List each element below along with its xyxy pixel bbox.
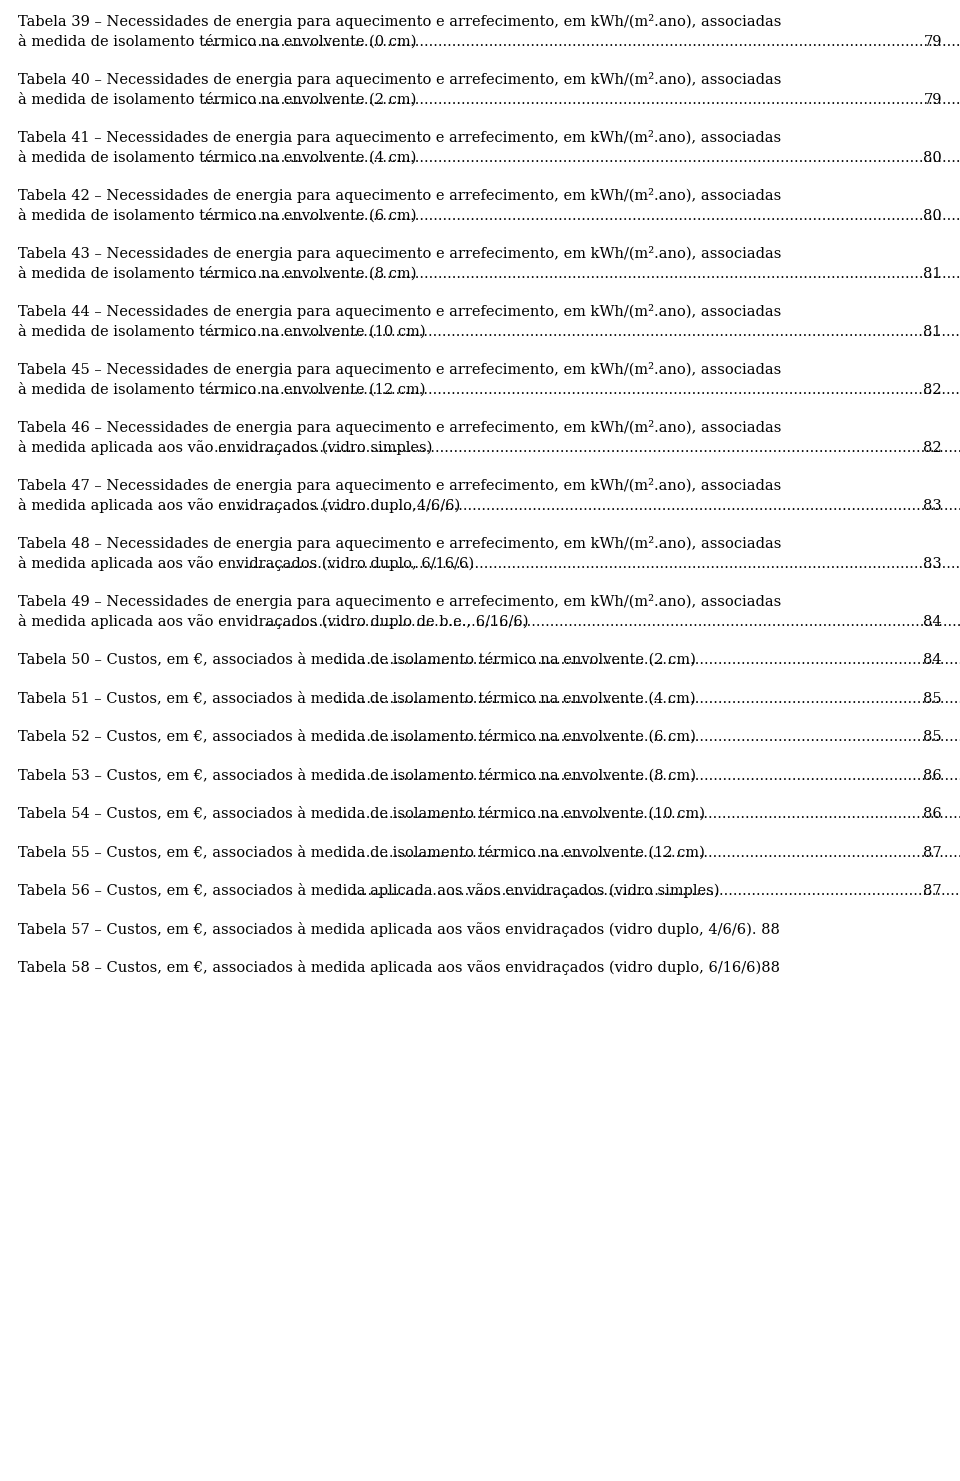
Text: ................................................................................: ........................................… — [335, 692, 960, 705]
Text: ................................................................................: ........................................… — [203, 92, 960, 107]
Text: 81: 81 — [924, 324, 942, 339]
Text: 85: 85 — [924, 730, 942, 743]
Text: Tabela 43 – Necessidades de energia para aquecimento e arrefecimento, em kWh/(m²: Tabela 43 – Necessidades de energia para… — [18, 246, 781, 261]
Text: 86: 86 — [924, 769, 942, 782]
Text: à medida de isolamento térmico na envolvente (10 cm): à medida de isolamento térmico na envolv… — [18, 324, 425, 339]
Text: Tabela 40 – Necessidades de energia para aquecimento e arrefecimento, em kWh/(m²: Tabela 40 – Necessidades de energia para… — [18, 73, 781, 87]
Text: 86: 86 — [924, 807, 942, 820]
Text: ................................................................................: ........................................… — [335, 769, 960, 782]
Text: 83: 83 — [924, 499, 942, 512]
Text: Tabela 58 – Custos, em €, associados à medida aplicada aos vãos envidraçados (vi: Tabela 58 – Custos, em €, associados à m… — [18, 960, 780, 974]
Text: 84: 84 — [924, 615, 942, 628]
Text: ................................................................................: ........................................… — [335, 653, 960, 666]
Text: Tabela 57 – Custos, em €, associados à medida aplicada aos vãos envidraçados (vi: Tabela 57 – Custos, em €, associados à m… — [18, 921, 780, 936]
Text: 80: 80 — [924, 151, 942, 164]
Text: 84: 84 — [924, 653, 942, 666]
Text: ................................................................................: ........................................… — [213, 440, 960, 455]
Text: Tabela 47 – Necessidades de energia para aquecimento e arrefecimento, em kWh/(m²: Tabela 47 – Necessidades de energia para… — [18, 478, 781, 493]
Text: Tabela 39 – Necessidades de energia para aquecimento e arrefecimento, em kWh/(m²: Tabela 39 – Necessidades de energia para… — [18, 13, 781, 30]
Text: à medida de isolamento térmico na envolvente (6 cm): à medida de isolamento térmico na envolv… — [18, 209, 417, 222]
Text: 82: 82 — [924, 382, 942, 397]
Text: à medida de isolamento térmico na envolvente (12 cm): à medida de isolamento térmico na envolv… — [18, 382, 425, 397]
Text: à medida de isolamento térmico na envolvente (4 cm): à medida de isolamento térmico na envolv… — [18, 150, 417, 164]
Text: ................................................................................: ........................................… — [263, 615, 960, 628]
Text: à medida aplicada aos vão envidraçados (vidro duplo,4/6/6): à medida aplicada aos vão envidraçados (… — [18, 498, 460, 512]
Text: Tabela 48 – Necessidades de energia para aquecimento e arrefecimento, em kWh/(m²: Tabela 48 – Necessidades de energia para… — [18, 536, 781, 551]
Text: ................................................................................: ........................................… — [228, 499, 960, 512]
Text: Tabela 52 – Custos, em €, associados à medida de isolamento térmico na envolvent: Tabela 52 – Custos, em €, associados à m… — [18, 730, 696, 743]
Text: à medida de isolamento térmico na envolvente (8 cm): à medida de isolamento térmico na envolv… — [18, 267, 417, 280]
Text: ................................................................................: ........................................… — [206, 382, 960, 397]
Text: ................................................................................: ........................................… — [206, 324, 960, 339]
Text: ................................................................................: ........................................… — [203, 267, 960, 280]
Text: ................................................................................: ........................................… — [349, 884, 960, 897]
Text: 79: 79 — [924, 92, 942, 107]
Text: Tabela 46 – Necessidades de energia para aquecimento e arrefecimento, em kWh/(m²: Tabela 46 – Necessidades de energia para… — [18, 421, 781, 435]
Text: Tabela 56 – Custos, em €, associados à medida aplicada aos vãos envidraçados (vi: Tabela 56 – Custos, em €, associados à m… — [18, 883, 719, 897]
Text: 82: 82 — [924, 440, 942, 455]
Text: à medida aplicada aos vão envidraçados (vidro duplo, 6/16/6): à medida aplicada aos vão envidraçados (… — [18, 555, 474, 570]
Text: ................................................................................: ........................................… — [339, 846, 960, 859]
Text: Tabela 51 – Custos, em €, associados à medida de isolamento térmico na envolvent: Tabela 51 – Custos, em €, associados à m… — [18, 692, 696, 705]
Text: Tabela 55 – Custos, em €, associados à medida de isolamento térmico na envolvent: Tabela 55 – Custos, em €, associados à m… — [18, 846, 705, 859]
Text: ................................................................................: ........................................… — [203, 209, 960, 222]
Text: à medida aplicada aos vão envidraçados (vidro duplo de b.e., 6/16/6): à medida aplicada aos vão envidraçados (… — [18, 613, 529, 628]
Text: à medida de isolamento térmico na envolvente (2 cm): à medida de isolamento térmico na envolv… — [18, 92, 417, 107]
Text: 87: 87 — [924, 884, 942, 897]
Text: à medida aplicada aos vão envidraçados (vidro simples): à medida aplicada aos vão envidraçados (… — [18, 440, 432, 455]
Text: Tabela 44 – Necessidades de energia para aquecimento e arrefecimento, em kWh/(m²: Tabela 44 – Necessidades de energia para… — [18, 304, 781, 318]
Text: Tabela 41 – Necessidades de energia para aquecimento e arrefecimento, em kWh/(m²: Tabela 41 – Necessidades de energia para… — [18, 130, 781, 145]
Text: ................................................................................: ........................................… — [203, 34, 960, 49]
Text: 79: 79 — [924, 34, 942, 49]
Text: Tabela 53 – Custos, em €, associados à medida de isolamento térmico na envolvent: Tabela 53 – Custos, em €, associados à m… — [18, 769, 696, 782]
Text: Tabela 49 – Necessidades de energia para aquecimento e arrefecimento, em kWh/(m²: Tabela 49 – Necessidades de energia para… — [18, 594, 781, 609]
Text: Tabela 50 – Custos, em €, associados à medida de isolamento térmico na envolvent: Tabela 50 – Custos, em €, associados à m… — [18, 653, 696, 666]
Text: ................................................................................: ........................................… — [339, 807, 960, 820]
Text: Tabela 42 – Necessidades de energia para aquecimento e arrefecimento, em kWh/(m²: Tabela 42 – Necessidades de energia para… — [18, 188, 781, 203]
Text: 87: 87 — [924, 846, 942, 859]
Text: à medida de isolamento térmico na envolvente (0 cm): à medida de isolamento térmico na envolv… — [18, 34, 417, 49]
Text: 85: 85 — [924, 692, 942, 705]
Text: 83: 83 — [924, 557, 942, 570]
Text: Tabela 45 – Necessidades de energia para aquecimento e arrefecimento, em kWh/(m²: Tabela 45 – Necessidades de energia para… — [18, 361, 781, 378]
Text: ................................................................................: ........................................… — [235, 557, 960, 570]
Text: 80: 80 — [924, 209, 942, 222]
Text: ................................................................................: ........................................… — [335, 730, 960, 743]
Text: 81: 81 — [924, 267, 942, 280]
Text: ................................................................................: ........................................… — [203, 151, 960, 164]
Text: Tabela 54 – Custos, em €, associados à medida de isolamento térmico na envolvent: Tabela 54 – Custos, em €, associados à m… — [18, 807, 705, 820]
